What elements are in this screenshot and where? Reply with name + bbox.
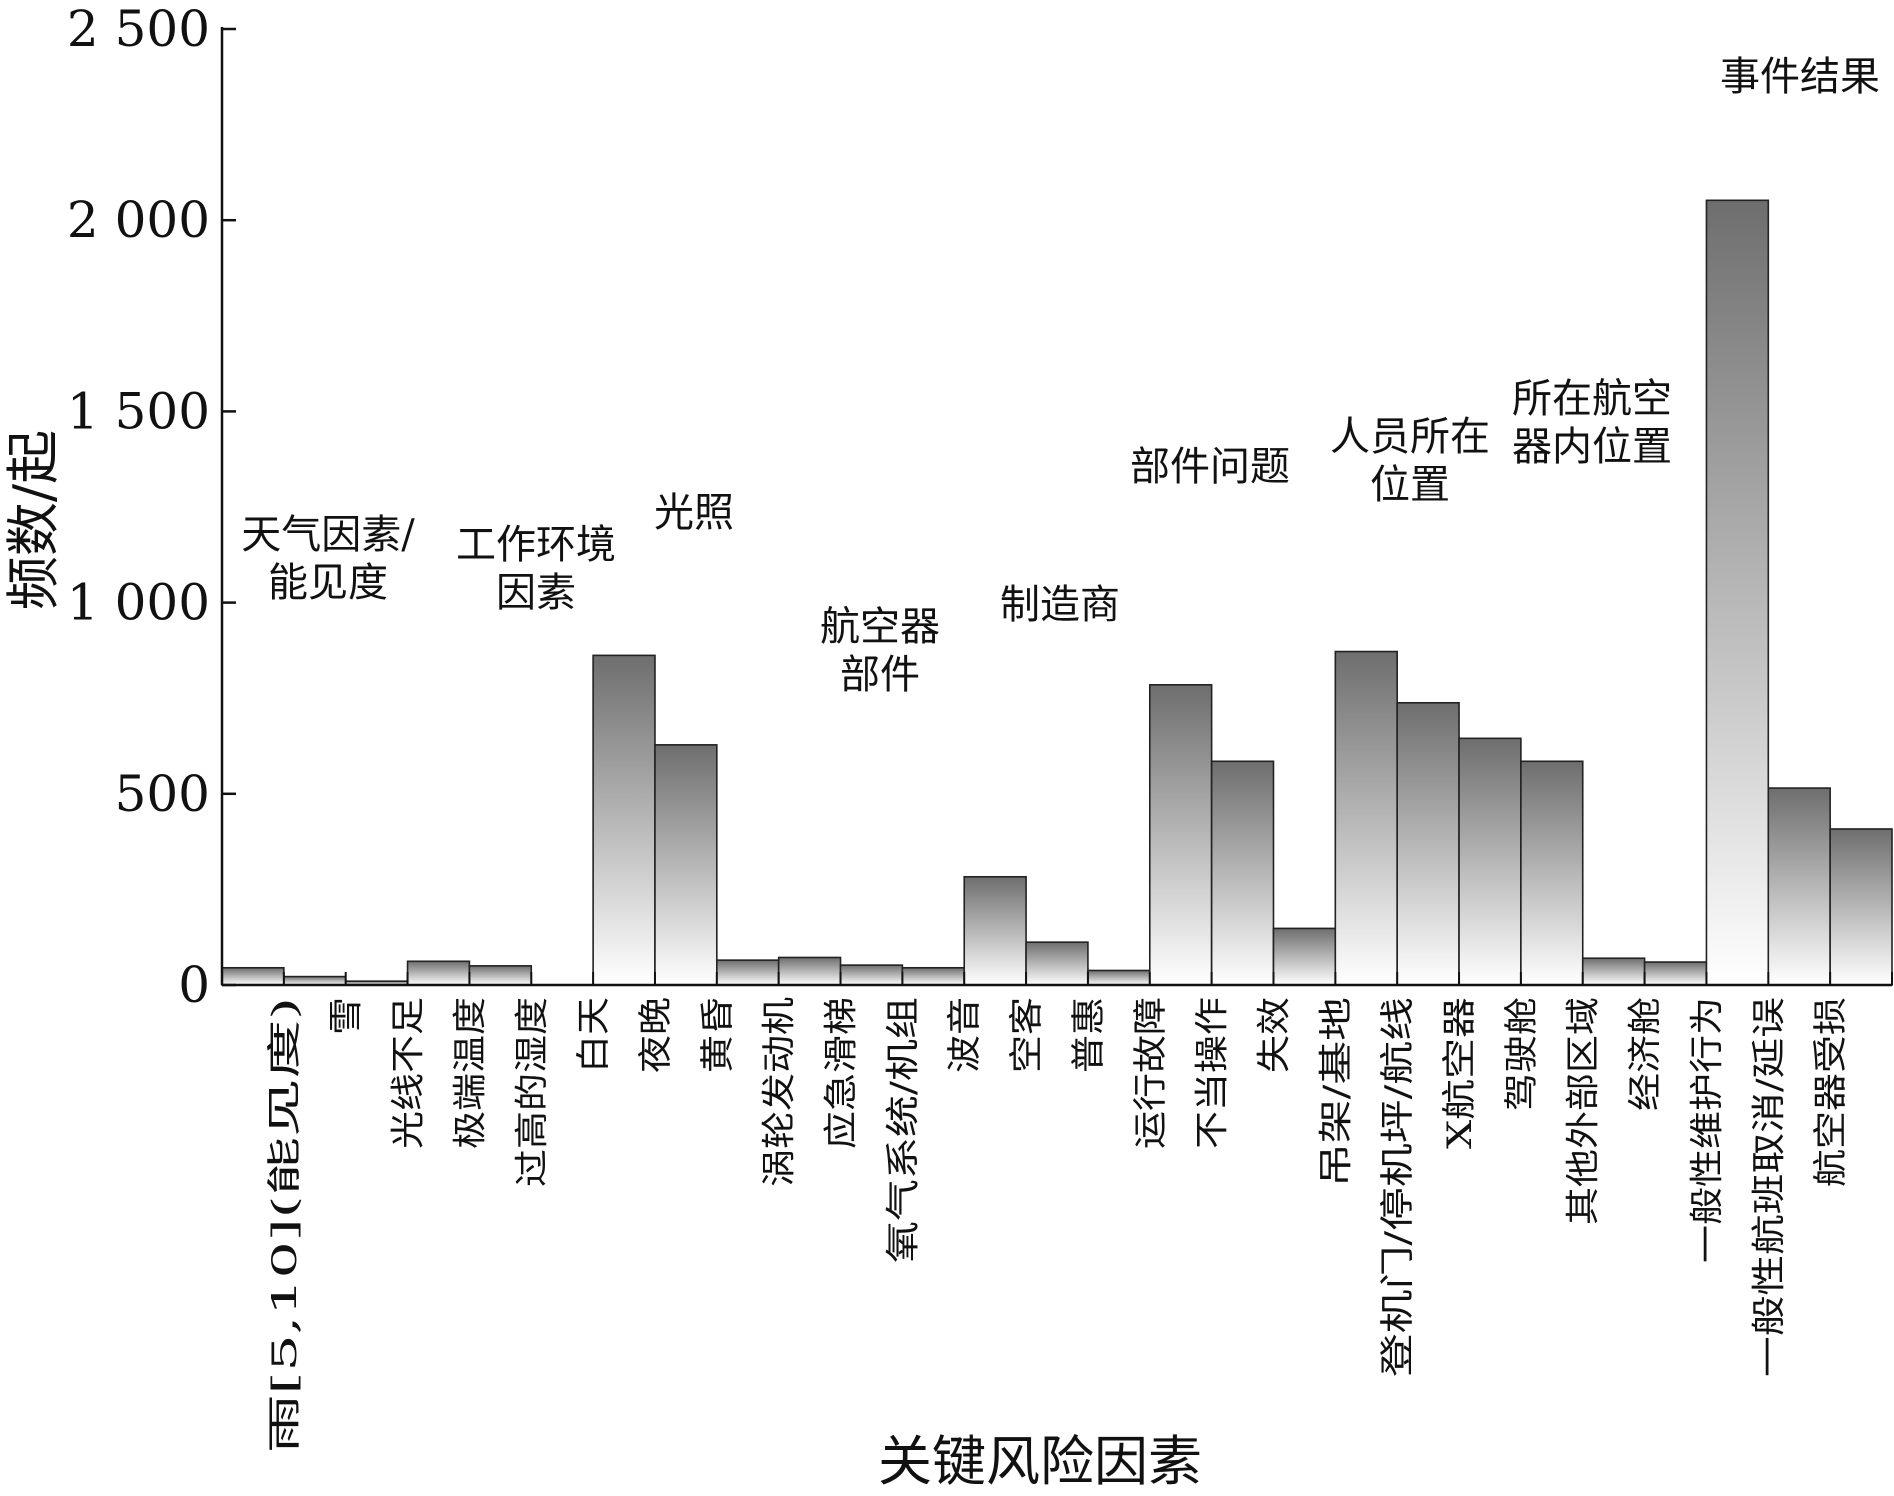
x-tick-label: 应急滑梯	[822, 997, 862, 1149]
bar	[1396, 701, 1460, 986]
y-axis-label: 频数/起	[2, 430, 65, 610]
bar	[1087, 969, 1151, 986]
bar	[221, 966, 285, 986]
bar	[839, 964, 904, 986]
group-label: 部件问题	[1130, 444, 1290, 490]
x-tick-label: 雨[5,10](能见度)	[265, 997, 305, 1453]
x-axis-label: 关键风险因素	[878, 1430, 1202, 1493]
x-tick-label: 空客	[1007, 997, 1047, 1073]
group-label: 位置	[1370, 462, 1450, 508]
x-tick-label: 氧气系统/机组	[883, 997, 923, 1263]
bar	[1705, 199, 1770, 986]
bar	[1829, 828, 1893, 986]
group-label: 所在航空	[1512, 376, 1672, 422]
bar	[1272, 927, 1337, 986]
group-label: 工作环境	[456, 522, 616, 568]
bar	[1025, 941, 1089, 986]
x-tick-label: 运行故障	[1131, 997, 1171, 1149]
bar	[283, 975, 347, 986]
bar	[468, 965, 533, 986]
group-label: 事件结果	[1720, 54, 1880, 100]
y-tick-label: 500	[115, 765, 210, 823]
bar	[901, 966, 966, 986]
bar	[777, 956, 842, 986]
x-tick-label: X航空器	[1440, 997, 1480, 1149]
x-tick-label: 极端温度	[450, 997, 490, 1149]
x-tick-label: 经济舱	[1626, 997, 1666, 1111]
x-tick-label: 夜晚	[636, 997, 676, 1073]
bar	[592, 654, 656, 986]
group-label: 能见度	[268, 560, 388, 606]
y-tick-label: 0	[178, 956, 210, 1014]
y-tick-label: 2 500	[67, 0, 210, 58]
group-label: 制造商	[1000, 582, 1120, 628]
x-tick-label: 光线不足	[389, 997, 429, 1149]
group-label: 航空器	[820, 604, 940, 650]
group-label: 天气因素/	[241, 512, 415, 558]
x-tick-label: 雪	[327, 997, 367, 1035]
y-tick-label: 1 500	[67, 382, 210, 440]
y-tick-label: 2 000	[67, 191, 210, 249]
x-tick-label: 失效	[1254, 997, 1294, 1073]
x-tick-label: 过高的湿度	[512, 997, 552, 1187]
bar	[1520, 760, 1584, 986]
y-tick-label: 1 000	[67, 574, 210, 632]
bar	[1458, 737, 1522, 986]
x-tick-label: 航空器受损	[1811, 997, 1851, 1187]
bar	[1210, 760, 1275, 986]
x-tick-label: 驾驶舱	[1502, 997, 1542, 1111]
group-label: 光照	[654, 490, 734, 536]
x-tick-label: 涡轮发动机	[760, 997, 800, 1187]
x-tick-label: 波音	[945, 997, 985, 1073]
bar	[1334, 650, 1398, 986]
bar	[406, 960, 471, 986]
group-label: 因素	[496, 570, 576, 616]
bar	[654, 744, 718, 986]
group-label: 器内位置	[1512, 424, 1672, 470]
x-tick-label: 吊架/基地	[1316, 997, 1356, 1187]
x-tick-label: 黄昏	[698, 997, 738, 1073]
group-label: 部件	[840, 652, 920, 698]
x-tick-label: 普惠	[1069, 997, 1109, 1073]
bar	[1767, 787, 1831, 986]
x-tick-label: 一般性航班取消/延误	[1749, 997, 1789, 1377]
bar	[963, 875, 1027, 986]
x-tick-label: 一般性维护行为	[1687, 997, 1727, 1263]
x-tick-label: 登机门/停机坪/航线	[1378, 997, 1418, 1377]
bar	[1643, 961, 1708, 986]
x-tick-label: 其他外部区域	[1564, 997, 1604, 1225]
group-label: 人员所在	[1330, 414, 1490, 460]
bar	[716, 959, 780, 986]
x-tick-label: 白天	[574, 997, 614, 1073]
bar	[1581, 957, 1646, 986]
x-tick-label: 不当操作	[1193, 997, 1233, 1149]
bar	[1148, 684, 1213, 986]
